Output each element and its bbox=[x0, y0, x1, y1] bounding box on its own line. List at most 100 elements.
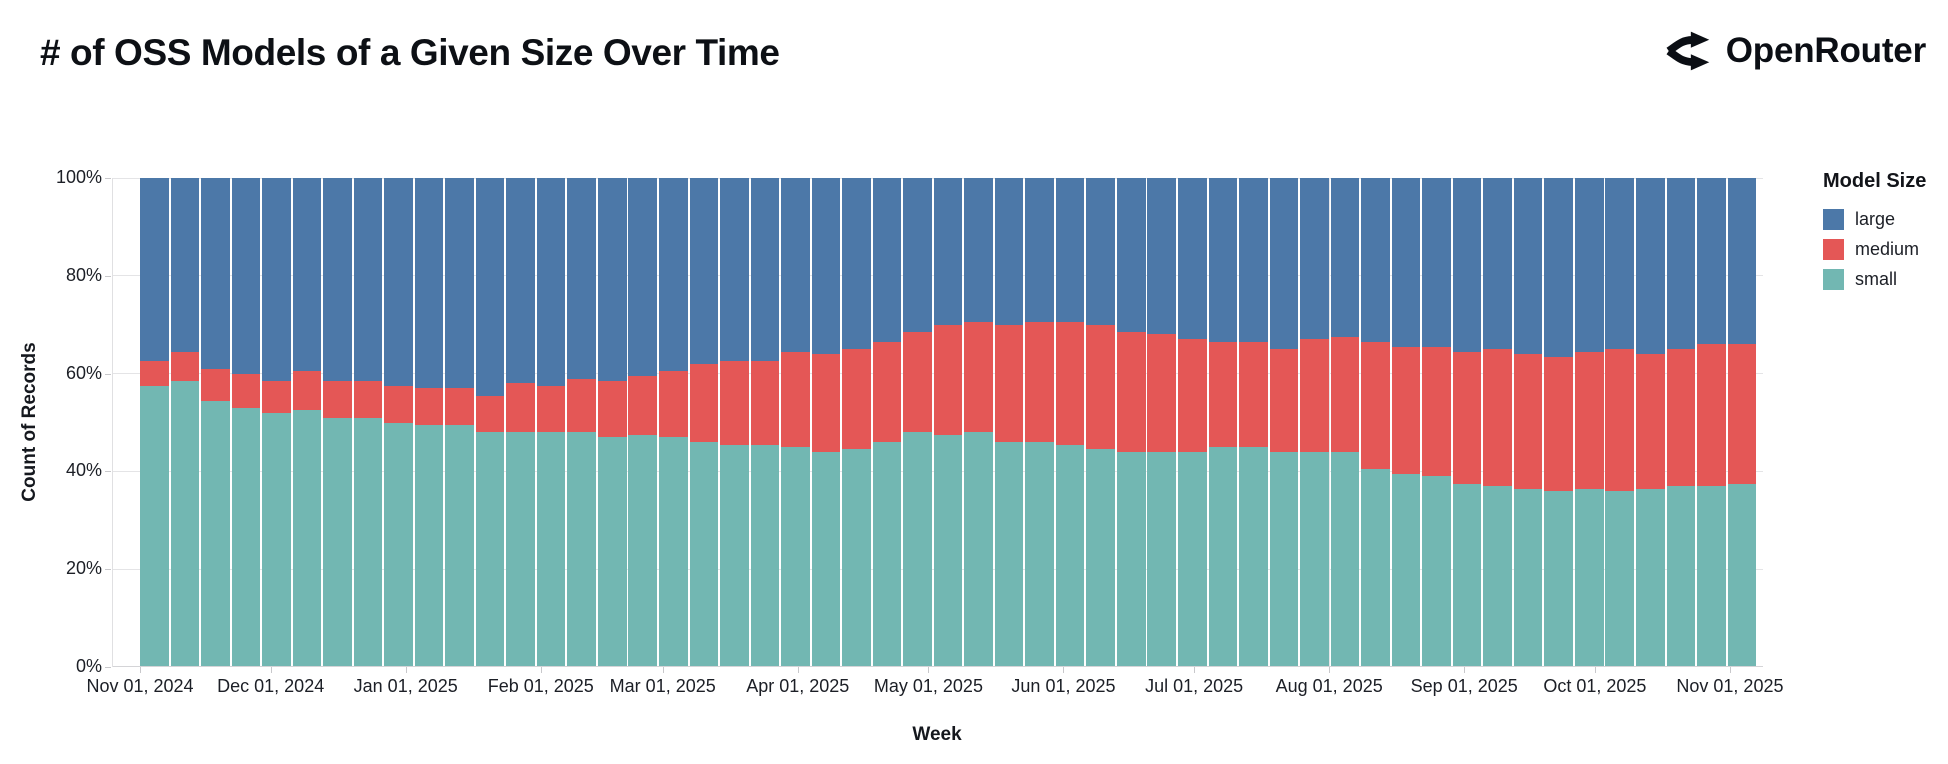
legend-item-label: medium bbox=[1855, 239, 1920, 259]
bar-segment-large bbox=[1574, 178, 1604, 352]
bar-segment-small bbox=[1697, 486, 1726, 667]
bar-segment-medium bbox=[262, 380, 291, 413]
bar-segment-medium bbox=[842, 349, 871, 450]
bar-segment-small bbox=[262, 412, 291, 667]
bar-segment-large bbox=[1666, 178, 1696, 350]
bar-segment-small bbox=[872, 442, 902, 667]
bar-segment-medium bbox=[1055, 322, 1085, 445]
legend: Model Size large medium small bbox=[1823, 170, 1926, 299]
bar-segment-medium bbox=[597, 380, 627, 438]
bar-segment-small bbox=[1544, 490, 1573, 667]
legend-item-small: small bbox=[1823, 269, 1926, 290]
y-axis-line bbox=[112, 178, 113, 667]
bar-segment-large bbox=[1361, 178, 1390, 342]
bar-segment-small bbox=[353, 417, 383, 667]
bar-segment-small bbox=[1361, 468, 1390, 667]
bar-segment-large bbox=[201, 178, 230, 369]
bar-segment-large bbox=[414, 178, 444, 389]
bar-segment-medium bbox=[720, 361, 749, 445]
bar-segment-medium bbox=[1697, 344, 1726, 487]
legend-item-label: large bbox=[1855, 209, 1896, 229]
bar-segment-small bbox=[903, 432, 932, 667]
x-tick-label: Apr 01, 2025 bbox=[746, 676, 850, 696]
openrouter-brand-name: OpenRouter bbox=[1725, 31, 1926, 70]
bar-segment-large bbox=[750, 178, 780, 362]
bar-segment-large bbox=[1208, 178, 1238, 342]
bar-segment-small bbox=[292, 410, 322, 667]
bar-segment-large bbox=[1300, 178, 1329, 340]
x-axis-line bbox=[112, 666, 1763, 667]
y-axis-tick bbox=[105, 275, 111, 277]
legend-item-medium: medium bbox=[1823, 239, 1926, 260]
x-tick-label: Oct 01, 2025 bbox=[1543, 676, 1647, 696]
y-axis-tick bbox=[105, 569, 111, 571]
bar-segment-large bbox=[628, 178, 658, 377]
bar-segment-large bbox=[1269, 178, 1299, 350]
page-title: # of OSS Models of a Given Size Over Tim… bbox=[40, 32, 780, 73]
bar-segment-medium bbox=[1422, 346, 1451, 477]
x-axis-tick bbox=[1729, 667, 1731, 673]
bar-segment-large bbox=[1025, 178, 1054, 323]
bar-segment-small bbox=[414, 424, 444, 667]
bar-segment-large bbox=[1055, 178, 1085, 323]
legend-item-label: small bbox=[1855, 269, 1898, 289]
x-axis-tick bbox=[405, 667, 407, 673]
bar-segment-medium bbox=[353, 380, 383, 418]
x-tick-label: Sep 01, 2025 bbox=[1410, 676, 1518, 696]
bar-segment-large bbox=[384, 178, 413, 386]
bar-segment-medium bbox=[872, 341, 902, 443]
bar-segment-large bbox=[1391, 178, 1421, 347]
bar-segment-medium bbox=[1330, 336, 1360, 452]
x-axis-tick bbox=[1063, 667, 1065, 673]
bar-segment-large bbox=[262, 178, 291, 381]
x-axis-tick bbox=[1464, 667, 1466, 673]
x-tick-label: Jan 01, 2025 bbox=[353, 676, 458, 696]
bar-segment-small bbox=[1208, 446, 1238, 667]
x-axis-tick bbox=[1194, 667, 1196, 673]
bar-segment-medium bbox=[1025, 322, 1054, 443]
bar-segment-large bbox=[231, 178, 261, 374]
bar-segment-medium bbox=[1361, 341, 1390, 469]
bar-segment-medium bbox=[384, 385, 413, 423]
bar-segment-small bbox=[1330, 451, 1360, 667]
bar-segment-small bbox=[1727, 483, 1757, 667]
bar-segment-small bbox=[994, 442, 1024, 667]
bar-segment-large bbox=[353, 178, 383, 381]
bar-segment-small bbox=[1422, 476, 1451, 667]
bar-segment-small bbox=[231, 407, 261, 667]
bar-segment-large bbox=[659, 178, 688, 372]
x-tick-label: Aug 01, 2025 bbox=[1275, 676, 1383, 696]
bar-segment-large bbox=[1544, 178, 1573, 357]
bar-segment-small bbox=[781, 446, 810, 667]
bar-segment-large bbox=[323, 178, 352, 381]
bar-segment-medium bbox=[1269, 349, 1299, 452]
bar-segment-medium bbox=[567, 378, 596, 433]
y-axis-tick bbox=[105, 373, 111, 375]
bar-segment-medium bbox=[414, 388, 444, 425]
x-axis-tick bbox=[540, 667, 542, 673]
bar-segment-medium bbox=[506, 383, 535, 433]
bar-segment-large bbox=[1697, 178, 1726, 345]
bar-segment-large bbox=[567, 178, 596, 379]
openrouter-logo-icon bbox=[1666, 31, 1710, 71]
x-tick-label: Jul 01, 2025 bbox=[1145, 676, 1244, 696]
legend-swatch-large-icon bbox=[1823, 209, 1844, 230]
x-axis-tick bbox=[662, 667, 664, 673]
x-axis-tick bbox=[1329, 667, 1331, 673]
bar-segment-medium bbox=[201, 368, 230, 401]
legend-title: Model Size bbox=[1823, 170, 1927, 192]
bar-segment-medium bbox=[1391, 346, 1421, 474]
y-axis-tick bbox=[105, 667, 111, 668]
bar-segment-small bbox=[720, 444, 749, 667]
bar-segment-medium bbox=[1239, 341, 1268, 447]
bar-segment-small bbox=[964, 432, 993, 667]
bar-segment-large bbox=[1452, 178, 1482, 352]
openrouter-brand[interactable]: OpenRouter bbox=[1666, 28, 1926, 74]
bar-segment-medium bbox=[140, 361, 169, 386]
bar-segment-medium bbox=[811, 354, 841, 452]
bar-segment-small bbox=[506, 432, 535, 667]
bar-segment-medium bbox=[1147, 334, 1177, 452]
y-tick-label: 80% bbox=[65, 264, 102, 285]
x-axis-tick bbox=[1594, 667, 1596, 673]
bar-segment-small bbox=[750, 444, 780, 667]
